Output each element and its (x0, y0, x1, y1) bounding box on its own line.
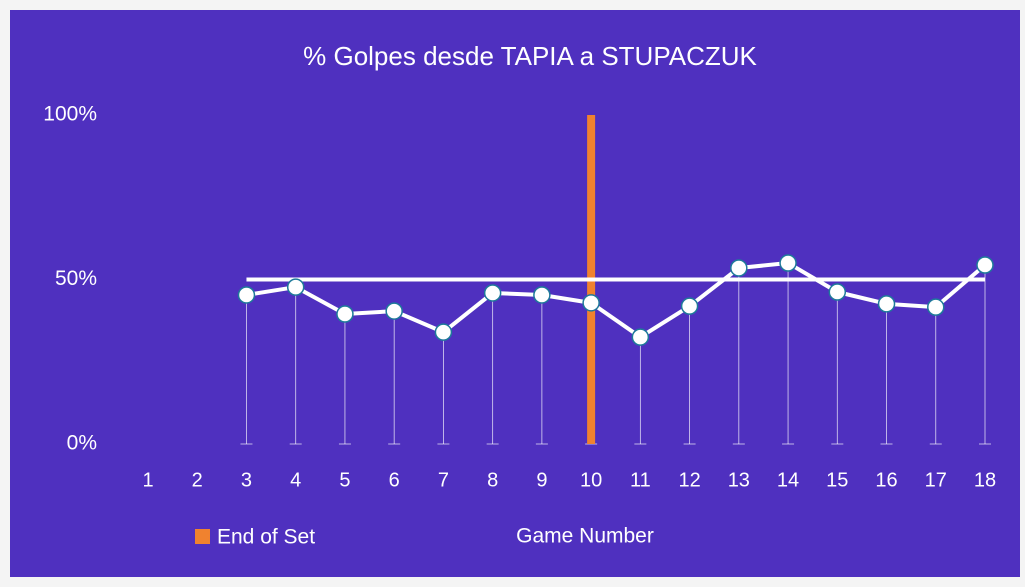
x-tick-label: 4 (290, 469, 301, 491)
x-tick-label: 2 (192, 469, 203, 491)
x-tick-label: 15 (826, 469, 848, 491)
data-point (237, 286, 256, 304)
x-tick-label: 14 (777, 469, 799, 491)
x-tick-label: 10 (580, 469, 602, 491)
x-tick-label: 16 (875, 469, 897, 491)
data-point (680, 297, 699, 315)
data-point (828, 283, 847, 301)
x-axis-label: Game Number (516, 525, 654, 548)
chart-title: % Golpes desde TAPIA a STUPACZUK (303, 41, 757, 71)
x-tick-label: 11 (630, 469, 651, 491)
x-tick-label: 9 (536, 469, 547, 491)
data-point (779, 254, 797, 272)
y-tick-label: 50% (55, 267, 97, 290)
x-tick-label: 17 (925, 469, 947, 491)
data-point (434, 323, 453, 341)
x-tick-label: 6 (389, 469, 400, 491)
data-point (533, 286, 551, 304)
data-point (976, 256, 994, 274)
x-tick-label: 12 (678, 469, 700, 491)
data-point (483, 284, 502, 302)
x-tick-label: 13 (728, 469, 750, 491)
data-point (631, 328, 650, 346)
data-point (927, 298, 945, 316)
data-point (877, 295, 896, 313)
legend-label: End of Set (217, 526, 315, 549)
data-point (385, 302, 403, 320)
x-tick-label: 1 (142, 469, 153, 491)
x-tick-label: 8 (487, 469, 498, 491)
data-point (286, 278, 305, 296)
legend-swatch (195, 529, 210, 544)
data-point (336, 305, 354, 323)
x-tick-label: 18 (974, 469, 996, 491)
data-point (582, 294, 600, 312)
y-tick-label: 0% (67, 432, 97, 455)
y-tick-label: 100% (43, 103, 97, 126)
data-point (730, 259, 748, 277)
x-tick-label: 5 (339, 469, 350, 491)
x-tick-label: 3 (241, 469, 252, 491)
x-tick-label: 7 (438, 469, 449, 491)
data-line (246, 261, 987, 340)
